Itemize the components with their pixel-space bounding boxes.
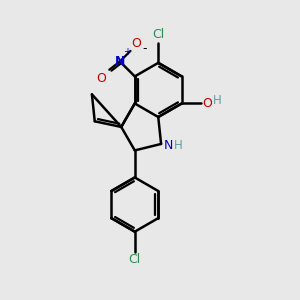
Text: O: O xyxy=(202,97,212,110)
Text: -: - xyxy=(143,43,147,56)
Text: O: O xyxy=(132,37,142,50)
Text: N: N xyxy=(164,139,173,152)
Text: Cl: Cl xyxy=(152,28,164,41)
Text: +: + xyxy=(123,47,131,57)
Text: Cl: Cl xyxy=(129,253,141,266)
Text: H: H xyxy=(213,94,222,107)
Text: N: N xyxy=(115,55,125,68)
Text: O: O xyxy=(96,72,106,85)
Text: H: H xyxy=(174,139,183,152)
